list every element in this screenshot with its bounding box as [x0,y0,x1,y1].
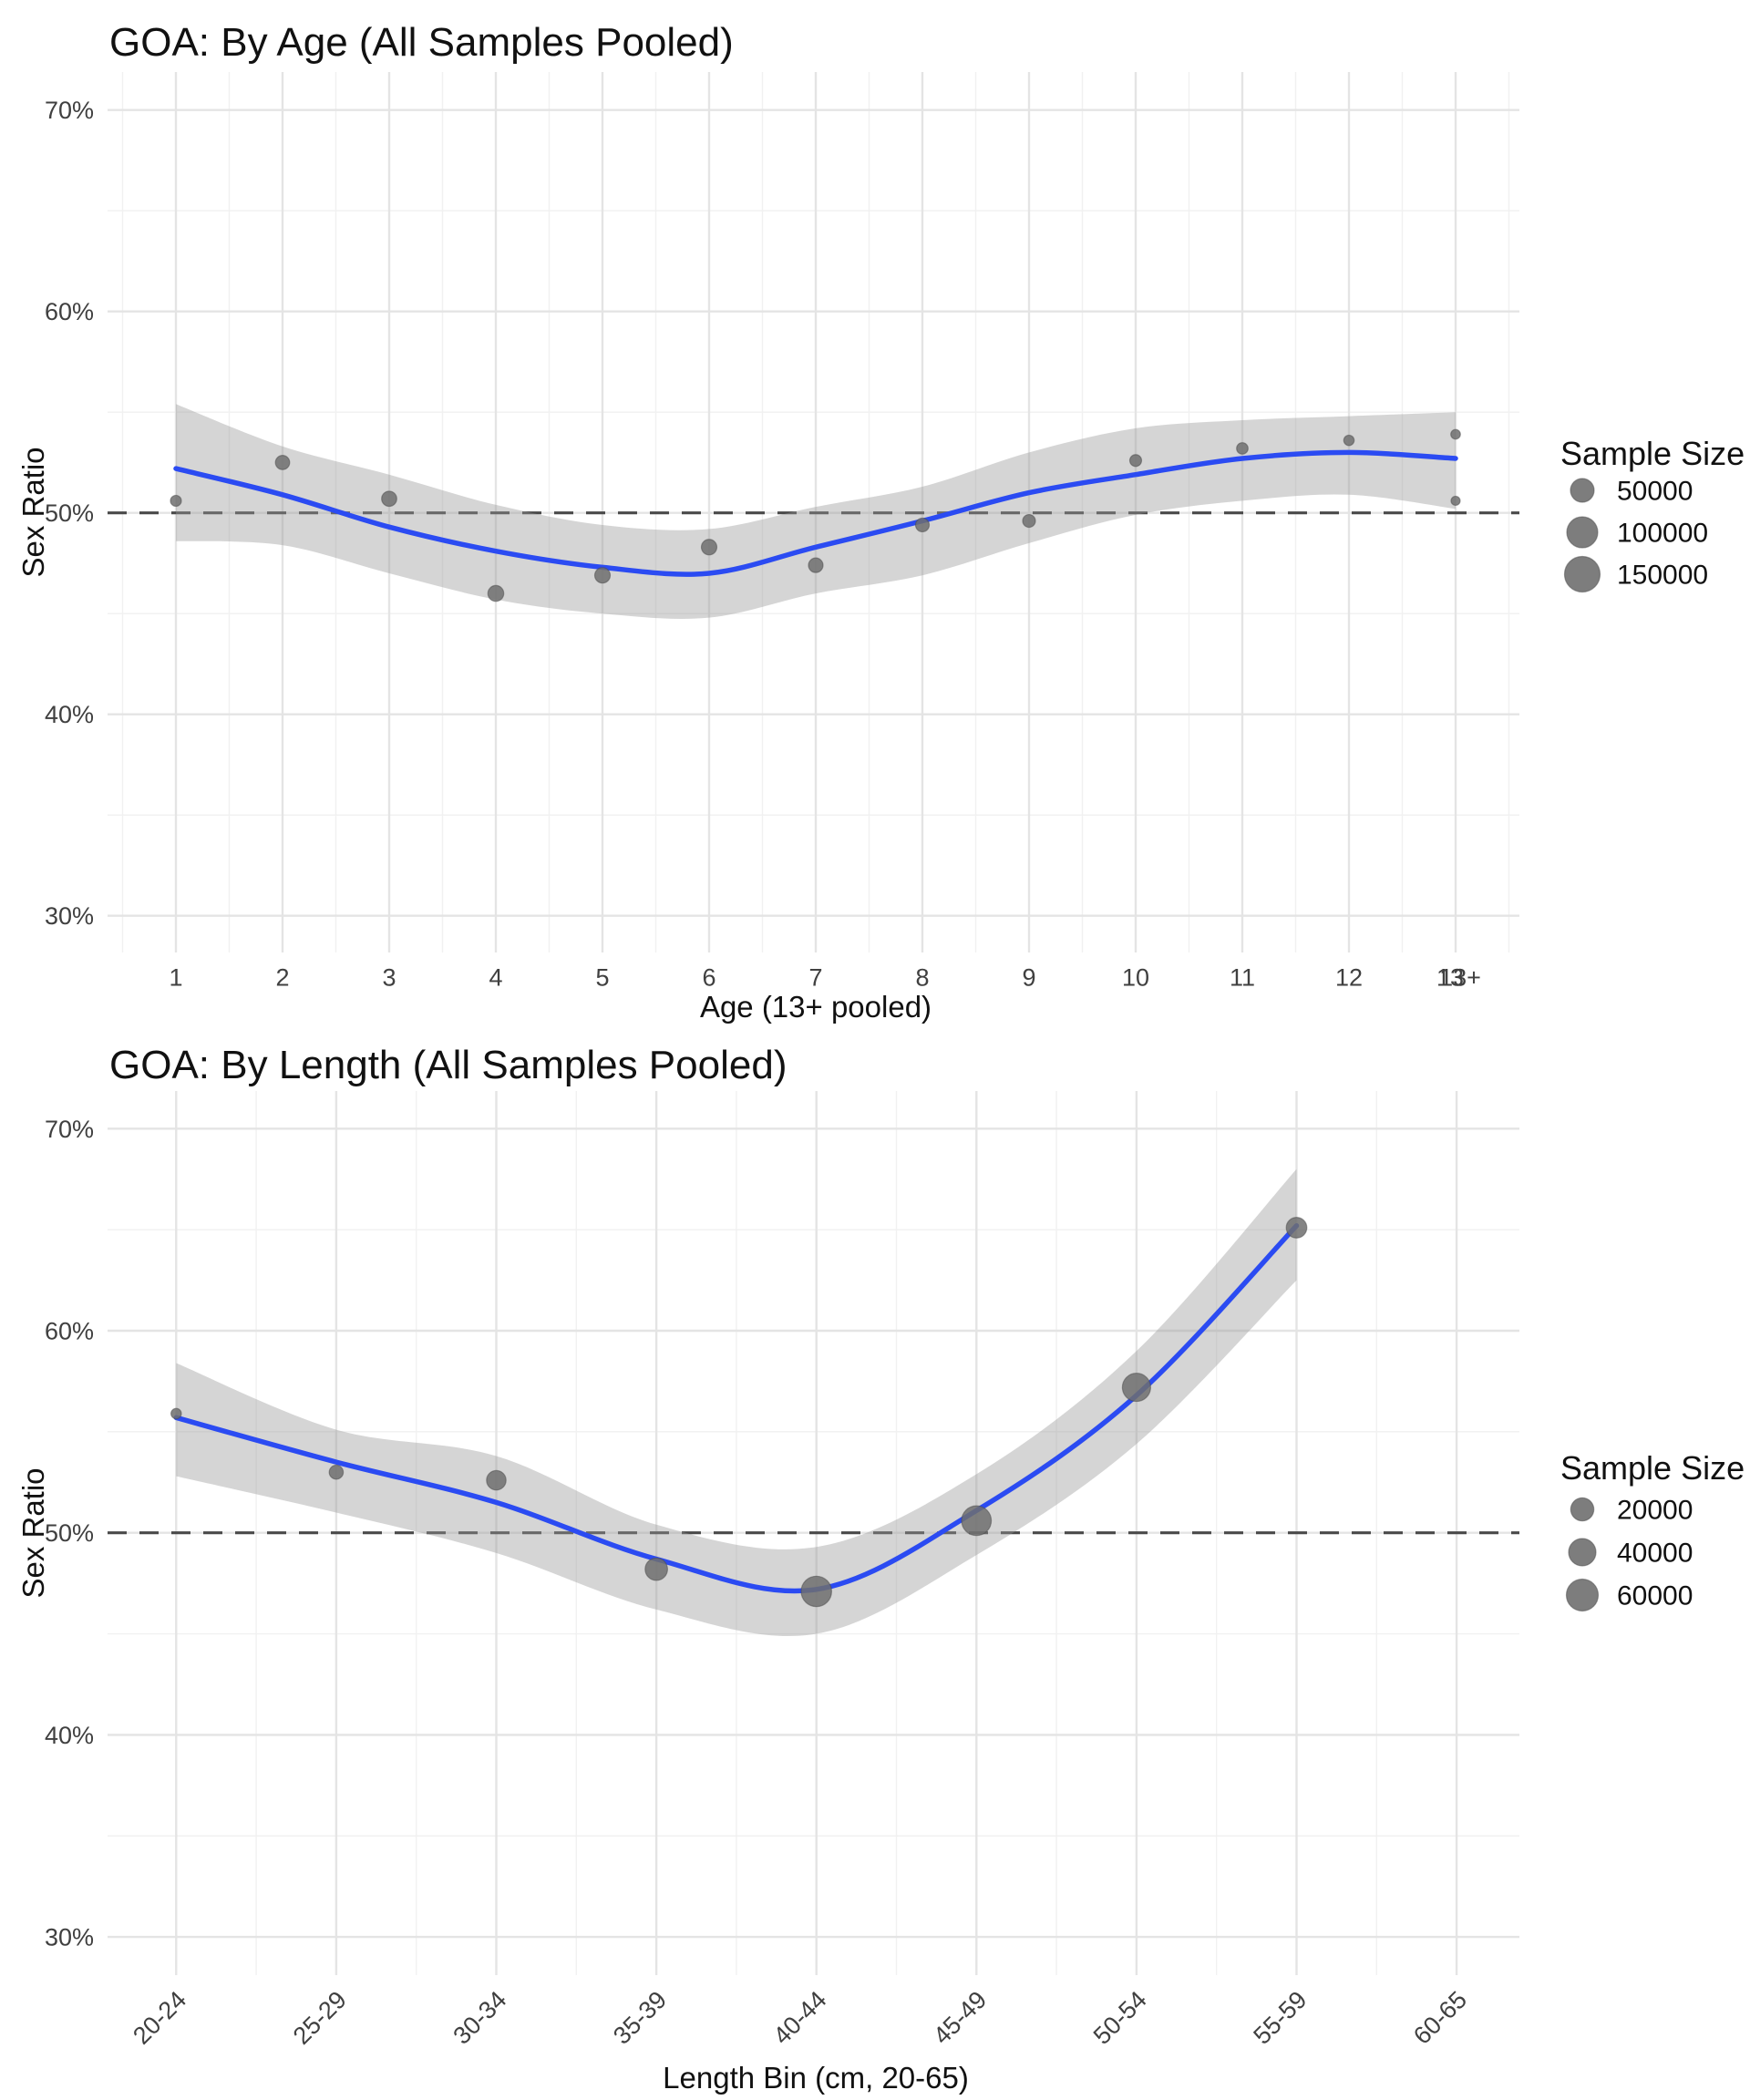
length-legend-circle-40000 [1568,1538,1597,1567]
age-legend-label-50000: 50000 [1617,477,1693,507]
length-point-30-34 [486,1469,507,1491]
age-point-6 [700,539,718,556]
length-ytick-70: 70% [45,1116,94,1143]
length-legend-label-60000: 60000 [1617,1581,1693,1611]
length-chart-title: GOA: By Length (All Samples Pooled) [109,1043,787,1087]
age-xtick-3: 3 [382,963,396,991]
length-confidence-ribbon [176,1168,1297,1637]
age-xtick-6: 6 [702,963,715,991]
length-legend-title: Sample Size [1560,1449,1745,1487]
age-point-8 [914,517,931,533]
length-y-axis-title: Sex Ratio [16,1467,50,1598]
age-point-13 [1450,428,1461,440]
length-point-50-54 [1121,1372,1152,1403]
length-point-40-44 [800,1575,833,1608]
age-point-5 [593,567,612,584]
age-legend-circle-100000 [1566,516,1599,549]
length-xtick-60-65: 60-65 [1408,1986,1472,2050]
age-point-4 [487,584,505,602]
age-point-7 [808,557,824,573]
length-point-45-49 [961,1505,993,1537]
length-legend-circle-20000 [1570,1497,1595,1522]
length-ytick-30: 30% [45,1924,94,1951]
age-point-10 [1128,454,1143,468]
age-legend-title: Sample Size [1560,435,1745,472]
age-chart-panel: 70%60%50%40%30%1 2 3 4 5 6 7 8 9 10 11 12 1313+50000… [45,72,1708,991]
age-ytick-30: 30% [45,902,94,930]
age-xtick-13: 13 [1436,963,1464,991]
length-legend-label-20000: 20000 [1617,1496,1693,1526]
age-x-axis-title: Age (13+ pooled) [700,990,932,1024]
age-legend-label-100000: 100000 [1617,519,1708,549]
length-xtick-40-44: 40-44 [768,1986,832,2050]
age-ytick-50: 50% [45,499,94,527]
length-point-55-59 [1285,1217,1308,1239]
age-legend-circle-150000 [1563,555,1601,593]
length-xtick-35-39: 35-39 [608,1986,672,2050]
age-xtick-10: 10 [1122,963,1149,991]
length-ytick-50: 50% [45,1519,94,1547]
age-point-3 [381,490,397,508]
age-xtick-11: 11 [1230,963,1255,991]
length-point-20-24 [170,1407,182,1420]
length-xtick-20-24: 20-24 [128,1986,191,2050]
length-xtick-25-29: 25-29 [288,1986,352,2050]
age-point-9 [1022,513,1036,529]
age-point-12 [1343,434,1355,447]
length-legend-label-40000: 40000 [1617,1539,1693,1569]
age-xtick-5: 5 [595,963,609,991]
age-chart-title: GOA: By Age (All Samples Pooled) [109,20,734,65]
age-legend-circle-50000 [1570,478,1595,503]
age-ytick-60: 60% [45,298,94,325]
age-smooth-line [173,449,1458,577]
age-ytick-70: 70% [45,97,94,124]
length-legend-circle-60000 [1565,1578,1600,1612]
length-ytick-40: 40% [45,1722,94,1749]
length-xtick-30-34: 30-34 [448,1986,511,2050]
length-xtick-45-49: 45-49 [928,1986,992,2050]
age-xtick-1: 1 [169,963,182,991]
age-point-2 [274,455,291,470]
length-xtick-55-59: 55-59 [1248,1986,1312,2050]
age-point-1 [170,494,182,508]
age-point-11 [1236,442,1249,455]
age-point-13plus [1450,495,1461,507]
length-point-25-29 [328,1464,345,1480]
age-xtick-12: 12 [1335,963,1363,991]
length-xtick-50-54: 50-54 [1088,1986,1152,2050]
age-xtick-4: 4 [489,963,502,991]
length-chart-panel: 70% 60% 50% 40% 30% 20-24 25-29 30-34 35-39 40-44… [45,1091,1693,2050]
age-xtick-7: 7 [808,963,822,991]
age-legend-label-150000: 150000 [1617,561,1708,591]
age-xtick-2: 2 [275,963,289,991]
length-point-35-39 [644,1557,668,1581]
age-ytick-40: 40% [45,701,94,728]
age-xtick-13+: 13+ [1439,963,1481,991]
length-ytick-60: 60% [45,1317,94,1344]
length-x-axis-title: Length Bin (cm, 20-65) [663,2061,969,2095]
age-xtick-9: 9 [1022,963,1035,991]
age-y-axis-title: Sex Ratio [16,447,50,577]
age-xtick-8: 8 [915,963,929,991]
